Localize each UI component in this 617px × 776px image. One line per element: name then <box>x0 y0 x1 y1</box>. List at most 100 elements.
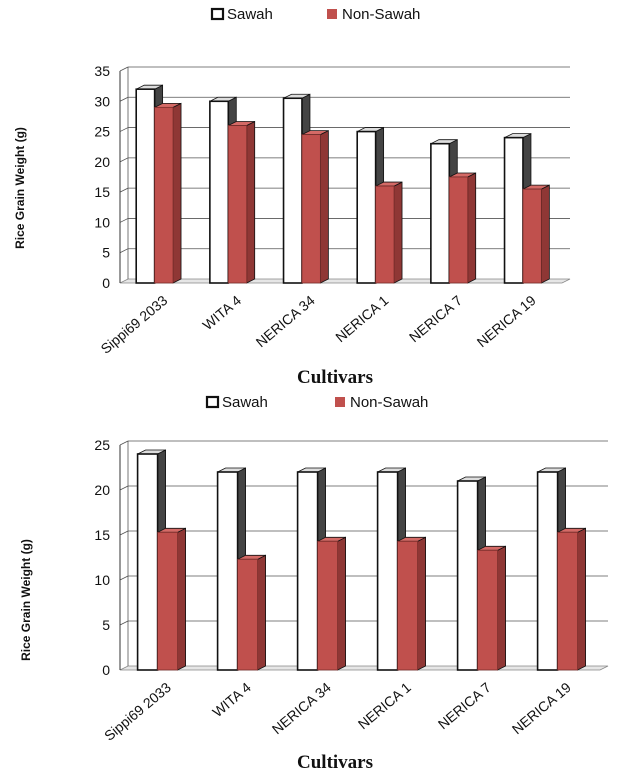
bar-side <box>467 172 477 284</box>
gridline-depth <box>119 127 129 132</box>
bar-non-sawah <box>301 129 329 284</box>
legend: Sawah Non-Sawah <box>210 6 420 23</box>
bar-front <box>430 142 451 284</box>
legend-swatch <box>205 395 220 409</box>
x-tick-label: Sippi69 2033 <box>98 292 171 357</box>
y-tick-label: 25 <box>94 437 110 453</box>
bar-side <box>540 184 550 284</box>
bar-front <box>154 106 174 284</box>
bar-front <box>209 100 230 284</box>
bar-front <box>557 531 578 671</box>
gridline-depth <box>119 248 129 254</box>
bar-front <box>216 471 239 671</box>
bar-front <box>157 531 179 671</box>
bar-side <box>577 527 586 671</box>
legend-label: Sawah <box>222 394 268 411</box>
bar-front <box>282 97 303 284</box>
bar-front <box>317 540 339 671</box>
bar-front <box>503 136 524 284</box>
bar-front <box>227 125 248 284</box>
bar-non-sawah <box>477 545 507 671</box>
bar-side <box>337 536 347 671</box>
bar-side <box>319 129 329 284</box>
plot-background <box>128 441 608 666</box>
bar-front <box>376 471 399 671</box>
x-tick-label: NERICA 7 <box>435 679 494 732</box>
bar-non-sawah <box>317 536 347 671</box>
y-tick-label: 10 <box>94 572 110 588</box>
y-axis-label: Rice Grain Weight (g) <box>13 127 27 249</box>
legend-item: Non-Sawah <box>335 394 428 411</box>
bar-non-sawah <box>448 172 477 284</box>
legend-item: Non-Sawah <box>327 6 420 23</box>
bar-non-sawah <box>237 554 267 671</box>
bar-side <box>177 527 187 671</box>
chart-2: 0 5 10 15 20 25 Sippi69 2033 WITA 4 NERICA 34 NER… <box>19 394 609 773</box>
bar-front <box>237 558 259 671</box>
x-tick-label: NERICA 34 <box>253 292 318 350</box>
x-axis-label: Cultivars <box>297 367 373 388</box>
gridline-depth <box>119 485 129 491</box>
bar-non-sawah <box>557 527 586 671</box>
bar-non-sawah <box>227 120 256 284</box>
bar-front <box>522 188 542 284</box>
plot-floor <box>119 665 609 671</box>
plot-floor <box>119 278 571 284</box>
plot-area <box>119 66 571 284</box>
bar-front <box>375 185 395 284</box>
bar-side <box>257 554 267 671</box>
y-tick-label: 25 <box>94 124 110 140</box>
x-tick-label: NERICA 19 <box>474 292 539 350</box>
y-tick-label: 35 <box>94 63 110 79</box>
legend-swatch <box>335 397 345 407</box>
bar-non-sawah <box>154 102 182 284</box>
legend-item: Sawah <box>205 394 268 411</box>
gridline-depth <box>119 530 129 536</box>
gridline-depth <box>119 157 129 163</box>
bar-front <box>536 471 559 671</box>
bar-front <box>456 480 479 671</box>
x-tick-label: NERICA 1 <box>355 679 414 732</box>
gridline-depth <box>119 218 129 223</box>
bar-non-sawah <box>375 181 403 284</box>
y-tick-label: 15 <box>94 184 110 200</box>
bar-front <box>301 134 321 284</box>
y-tick-label: 30 <box>94 93 110 109</box>
y-tick-label: 15 <box>94 527 110 543</box>
bar-non-sawah <box>157 527 187 671</box>
legend-label: Non-Sawah <box>342 6 420 23</box>
x-tick-label: Sippi69 2033 <box>101 679 174 744</box>
gridline-depth <box>119 96 129 102</box>
x-tick-label: NERICA 34 <box>269 679 334 737</box>
legend-item: Sawah <box>210 6 273 23</box>
plot-area <box>119 440 609 671</box>
y-tick-label: 0 <box>102 275 110 291</box>
legend-label: Non-Sawah <box>350 394 428 411</box>
x-axis-label: Cultivars <box>297 752 373 773</box>
y-tick-label: 20 <box>94 482 110 498</box>
legend: Sawah Non-Sawah <box>205 394 428 411</box>
x-tick-label: WITA 4 <box>199 292 244 333</box>
gridline-depth <box>119 187 129 193</box>
y-tick-label: 5 <box>102 245 110 261</box>
gridline-depth <box>119 575 129 581</box>
bar-front <box>136 453 159 671</box>
bar-non-sawah <box>397 536 427 671</box>
gridline-depth <box>119 620 129 626</box>
y-tick-label: 0 <box>102 662 110 678</box>
y-axis-label: Rice Grain Weight (g) <box>19 539 33 661</box>
y-tick-label: 5 <box>102 617 110 633</box>
legend-swatch <box>210 7 225 21</box>
bar-side <box>172 102 182 284</box>
bar-front <box>296 471 319 671</box>
bar-side <box>497 545 507 671</box>
chart-1: 0 5 10 15 20 25 30 35 Sippi69 2033 WITA 4 NERICA 3… <box>13 6 571 388</box>
x-tick-label: NERICA 1 <box>332 292 391 345</box>
x-tick-label: WITA 4 <box>209 679 254 720</box>
gridline-depth <box>119 66 129 72</box>
bar-side <box>393 181 403 284</box>
y-tick-label: 10 <box>94 214 110 230</box>
bar-non-sawah <box>522 184 550 284</box>
legend-swatch <box>327 9 337 19</box>
